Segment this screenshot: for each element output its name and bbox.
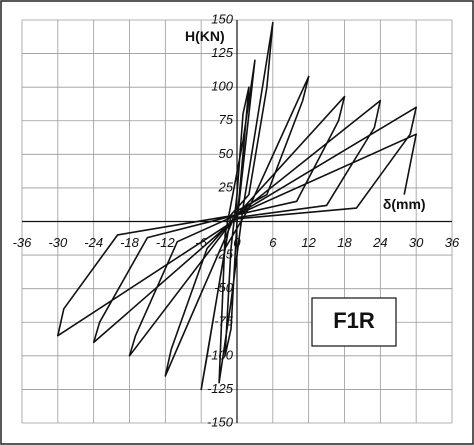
y-tick-label: -125 <box>207 381 234 396</box>
y-tick-label: 100 <box>211 79 233 94</box>
x-tick-label: 36 <box>445 235 460 250</box>
x-tick-label: 24 <box>372 235 387 250</box>
y-axis-label: H(KN) <box>185 28 225 44</box>
x-tick-label: -12 <box>156 235 176 250</box>
x-tick-label: 12 <box>301 235 316 250</box>
x-tick-label: -18 <box>120 235 140 250</box>
x-tick-label: -30 <box>48 235 68 250</box>
x-tick-label: 6 <box>269 235 277 250</box>
y-tick-label: 25 <box>218 179 234 194</box>
x-axis-label: δ(mm) <box>383 196 426 212</box>
y-tick-label: -50 <box>214 280 234 295</box>
y-tick-label: 0 <box>226 213 234 228</box>
y-tick-label: 150 <box>211 11 233 26</box>
annotation: F1R <box>333 308 375 333</box>
x-tick-label: 30 <box>409 235 424 250</box>
x-tick-label: 0 <box>233 235 241 250</box>
y-tick-label: 125 <box>211 45 233 60</box>
annotation-box <box>311 297 397 347</box>
x-tick-label: -6 <box>195 235 207 250</box>
hysteresis-curve <box>57 21 417 391</box>
y-tick-label: -75 <box>214 314 234 329</box>
x-tick-label: -36 <box>13 235 33 250</box>
x-tick-label: 18 <box>337 235 352 250</box>
y-tick-label: 75 <box>219 112 234 127</box>
y-tick-label: -150 <box>207 414 234 429</box>
y-tick-label: -25 <box>214 247 234 262</box>
y-tick-label: 50 <box>219 146 234 161</box>
x-tick-label: -24 <box>84 235 103 250</box>
y-tick-label: -100 <box>207 347 234 362</box>
